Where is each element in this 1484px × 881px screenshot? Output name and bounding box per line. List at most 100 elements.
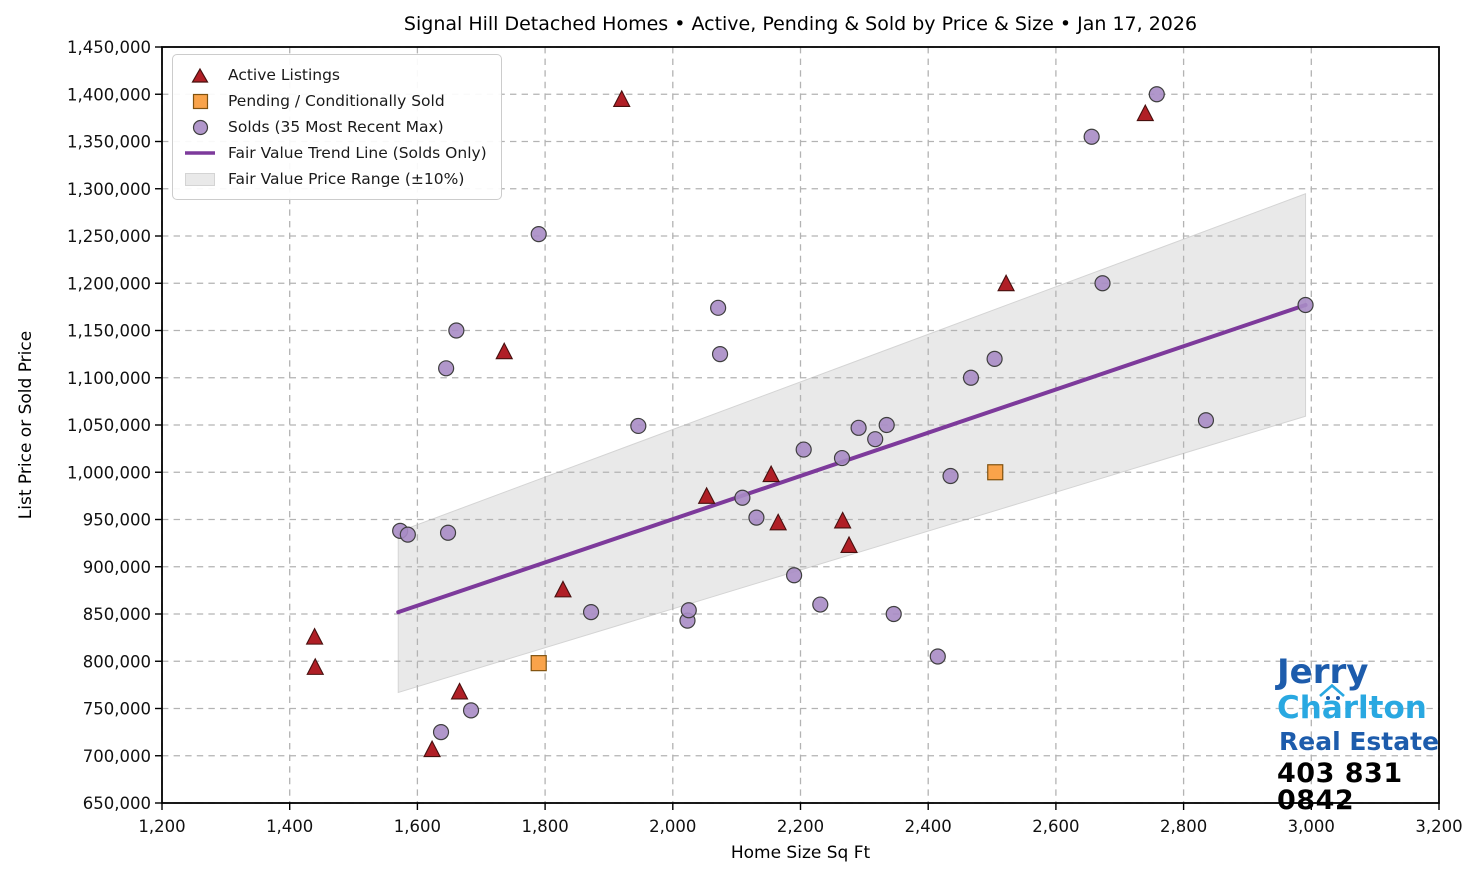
series-pending	[530, 464, 1004, 672]
y-tick-label: 1,000,000	[67, 463, 151, 482]
sold-point	[710, 299, 727, 316]
active-point	[305, 627, 324, 645]
sold-point	[711, 346, 729, 363]
sold-point	[734, 489, 751, 506]
sold-point	[432, 724, 450, 741]
legend-item-band: Fair Value Price Range (±10%)	[182, 167, 487, 191]
logo-first-name: Jerry	[1277, 652, 1369, 692]
sold-point	[795, 441, 812, 458]
active-point	[306, 657, 325, 675]
sold-point	[448, 322, 465, 339]
y-tick-label: 1,050,000	[67, 416, 151, 435]
legend-item-pending: Pending / Conditionally Sold	[182, 89, 487, 113]
x-tick-label: 2,200	[777, 817, 824, 836]
active-point	[697, 486, 716, 504]
sold-point	[1083, 128, 1100, 145]
sold-point	[1197, 412, 1215, 429]
sold-point	[812, 596, 829, 613]
y-tick-label: 900,000	[83, 558, 151, 577]
series-active	[305, 89, 1155, 758]
sold-point	[885, 605, 902, 623]
pending-point	[530, 655, 547, 672]
active-point	[423, 739, 441, 758]
x-tick-label: 2,600	[1032, 817, 1079, 836]
sold-point	[786, 567, 803, 584]
chart-title: Signal Hill Detached Homes • Active, Pen…	[403, 13, 1198, 35]
legend-label-solds: Solds (35 Most Recent Max)	[228, 118, 444, 136]
active-point	[762, 464, 781, 483]
active-point	[495, 342, 514, 360]
active-point	[612, 89, 631, 107]
x-tick-label: 1,600	[394, 817, 441, 836]
sold-point	[1297, 296, 1314, 314]
sold-point	[929, 648, 946, 665]
x-tick-label: 1,800	[521, 817, 568, 836]
sold-point	[399, 526, 416, 543]
y-tick-label: 1,450,000	[67, 38, 151, 57]
y-tick-label: 1,350,000	[67, 133, 151, 152]
legend: Active Listings Pending / Conditionally …	[172, 54, 502, 200]
active-point	[840, 535, 858, 554]
x-tick-label: 1,200	[138, 817, 185, 836]
legend-item-solds: Solds (35 Most Recent Max)	[182, 115, 487, 139]
logo-house-roof-icon: a	[1318, 684, 1345, 724]
sold-point	[748, 509, 765, 526]
y-tick-label: 1,200,000	[67, 274, 151, 293]
sold-point	[850, 419, 867, 436]
sold-point	[530, 226, 547, 243]
sold-point	[1148, 86, 1165, 103]
legend-label-band: Fair Value Price Range (±10%)	[228, 170, 465, 188]
y-tick-label: 850,000	[83, 605, 151, 624]
logo-phone-number: 403 831 0842	[1277, 758, 1403, 816]
x-tick-label: 3,200	[1415, 817, 1462, 836]
y-tick-label: 650,000	[83, 794, 151, 813]
sold-point	[438, 360, 455, 377]
y-tick-label: 750,000	[83, 700, 151, 719]
legend-marker-solds-icon	[182, 119, 218, 136]
fair-value-trend-line	[396, 302, 1308, 615]
sold-point	[986, 350, 1003, 367]
axis-ticks: 1,200 1,400 1,600 1,800 2,000 2,200 2,400 2,600…	[67, 38, 1463, 836]
y-tick-label: 800,000	[83, 652, 151, 671]
active-point	[997, 273, 1016, 292]
y-tick-label: 1,100,000	[67, 369, 151, 388]
brand-logo: Jerry Ch arlton Real Estate 403 831 0842	[1277, 655, 1484, 814]
logo-last-name: Ch arlton	[1277, 684, 1484, 724]
legend-marker-band-icon	[182, 172, 218, 186]
y-tick-label: 700,000	[83, 747, 151, 766]
sold-point	[833, 449, 851, 467]
y-axis-label: List Price or Sold Price	[16, 330, 36, 520]
legend-marker-active-icon	[182, 67, 218, 84]
series-solds	[392, 86, 1314, 741]
pending-point	[987, 464, 1004, 481]
legend-marker-pending-icon	[182, 93, 218, 110]
sold-point	[630, 417, 647, 435]
legend-item-trend: Fair Value Trend Line (Solds Only)	[182, 141, 487, 165]
sold-point	[680, 602, 697, 619]
sold-point	[582, 604, 600, 621]
y-tick-label: 1,250,000	[67, 227, 151, 246]
active-point	[833, 511, 852, 529]
sold-point	[867, 431, 884, 448]
sold-point	[942, 467, 959, 485]
x-tick-label: 1,400	[266, 817, 313, 836]
x-tick-label: 3,000	[1288, 817, 1335, 836]
logo-real-estate: Real Estate	[1279, 727, 1440, 756]
legend-label-active: Active Listings	[228, 66, 341, 84]
y-tick-label: 950,000	[83, 511, 151, 530]
fair-value-band	[397, 193, 1307, 694]
legend-marker-trend-icon	[182, 150, 218, 156]
x-tick-label: 2,400	[905, 817, 952, 836]
sold-point	[962, 369, 980, 386]
x-tick-label: 2,000	[649, 817, 696, 836]
legend-label-pending: Pending / Conditionally Sold	[228, 92, 445, 110]
x-tick-label: 2,800	[1160, 817, 1207, 836]
legend-label-trend: Fair Value Trend Line (Solds Only)	[228, 144, 487, 162]
sold-point	[462, 702, 480, 719]
y-tick-label: 1,150,000	[67, 322, 151, 341]
active-point	[554, 580, 572, 598]
sold-point	[1094, 275, 1111, 292]
active-point	[769, 513, 788, 531]
